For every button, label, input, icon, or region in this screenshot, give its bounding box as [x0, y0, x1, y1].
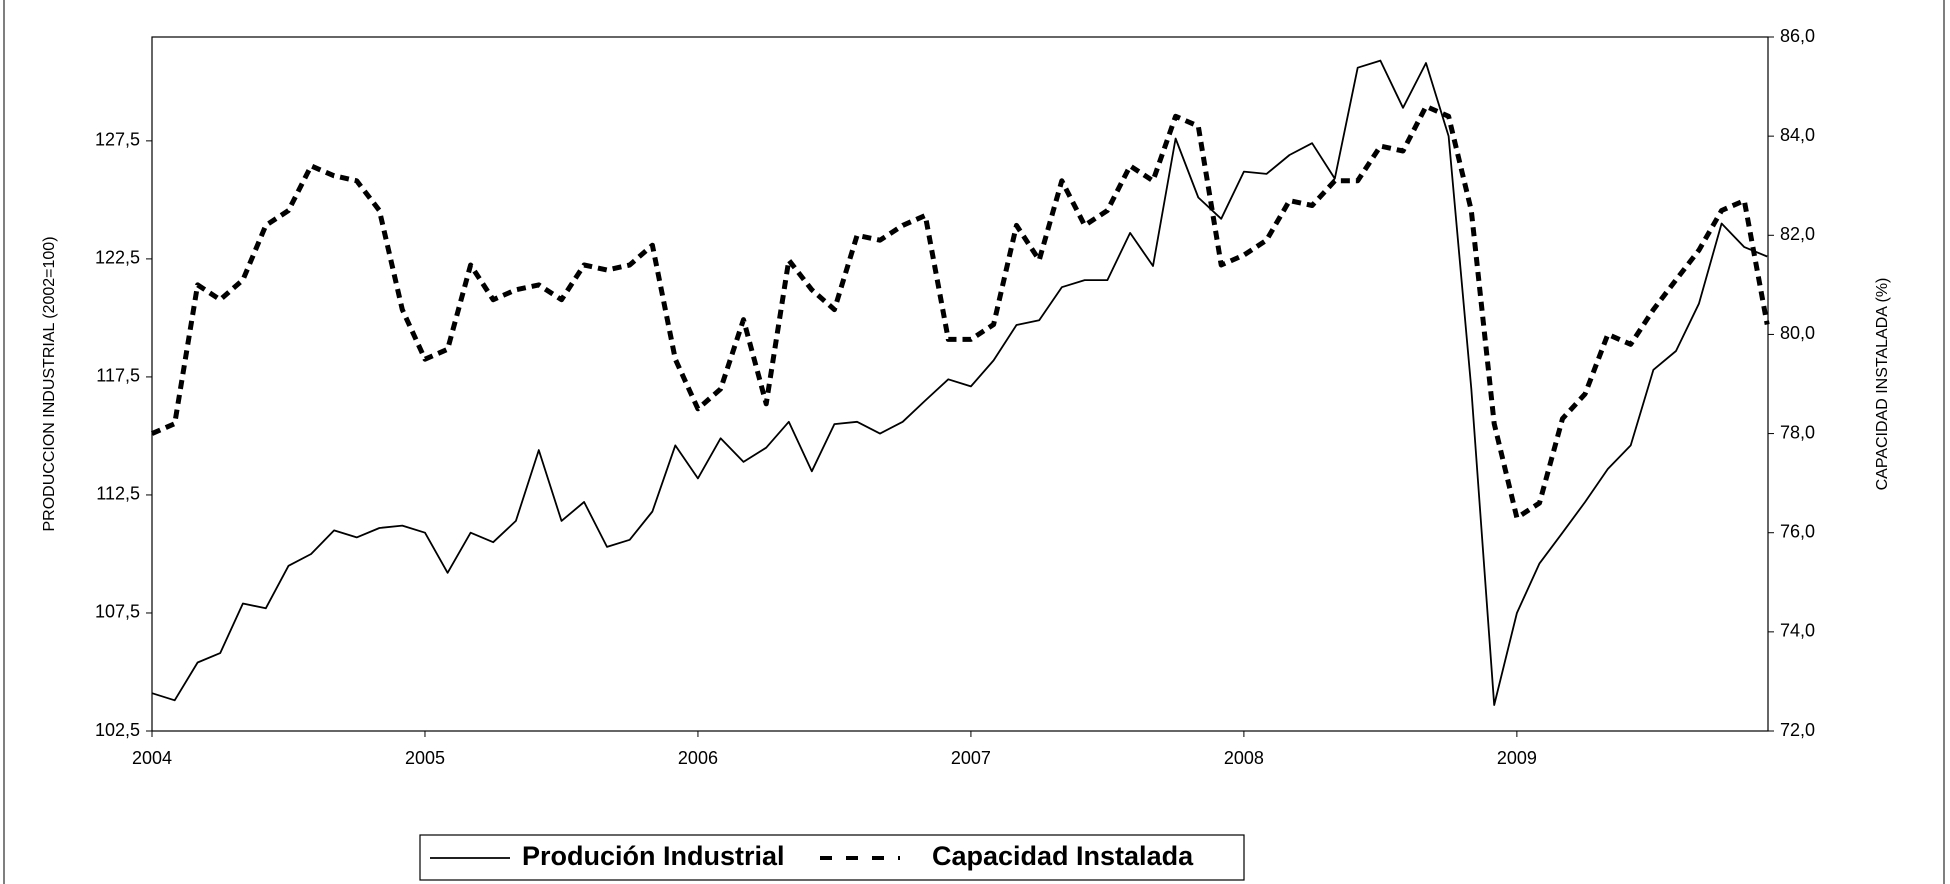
plot-area [151, 36, 1769, 732]
y2-tick-label: 74,0 [1780, 621, 1815, 641]
y2-tick-label: 78,0 [1780, 422, 1815, 442]
y-tick-label: 107,5 [95, 602, 140, 622]
y2-axis-title: CAPACIDAD INSTALADA (%) [1874, 278, 1891, 491]
x-tick-label: 2005 [405, 748, 445, 768]
y-tick-label: 127,5 [95, 130, 140, 150]
series-line [151, 59, 1768, 706]
y-tick-label: 117,5 [96, 366, 140, 386]
legend-label: Capacidad Instalada [932, 841, 1194, 871]
x-tick-label: 2006 [678, 748, 718, 768]
x-tick-label: 2008 [1224, 748, 1264, 768]
y-tick-label: 102,5 [95, 720, 140, 740]
y-axis-title: PRODUCCION INDUSTRIAL (2002=100) [41, 236, 58, 531]
x-tick-label: 2004 [132, 748, 172, 768]
x-tick-label: 2007 [951, 748, 991, 768]
legend-label: Produción Industrial [522, 841, 785, 871]
y-tick-label: 122,5 [95, 248, 140, 268]
x-tick-label: 2009 [1497, 748, 1537, 768]
y2-tick-label: 84,0 [1780, 125, 1815, 145]
y2-tick-label: 86,0 [1780, 26, 1815, 46]
y2-tick-label: 82,0 [1780, 224, 1815, 244]
y2-tick-label: 72,0 [1780, 720, 1815, 740]
series-line [151, 103, 1770, 521]
y2-tick-label: 76,0 [1780, 521, 1815, 541]
y2-tick-label: 80,0 [1780, 323, 1815, 343]
y-tick-label: 112,5 [96, 484, 140, 504]
